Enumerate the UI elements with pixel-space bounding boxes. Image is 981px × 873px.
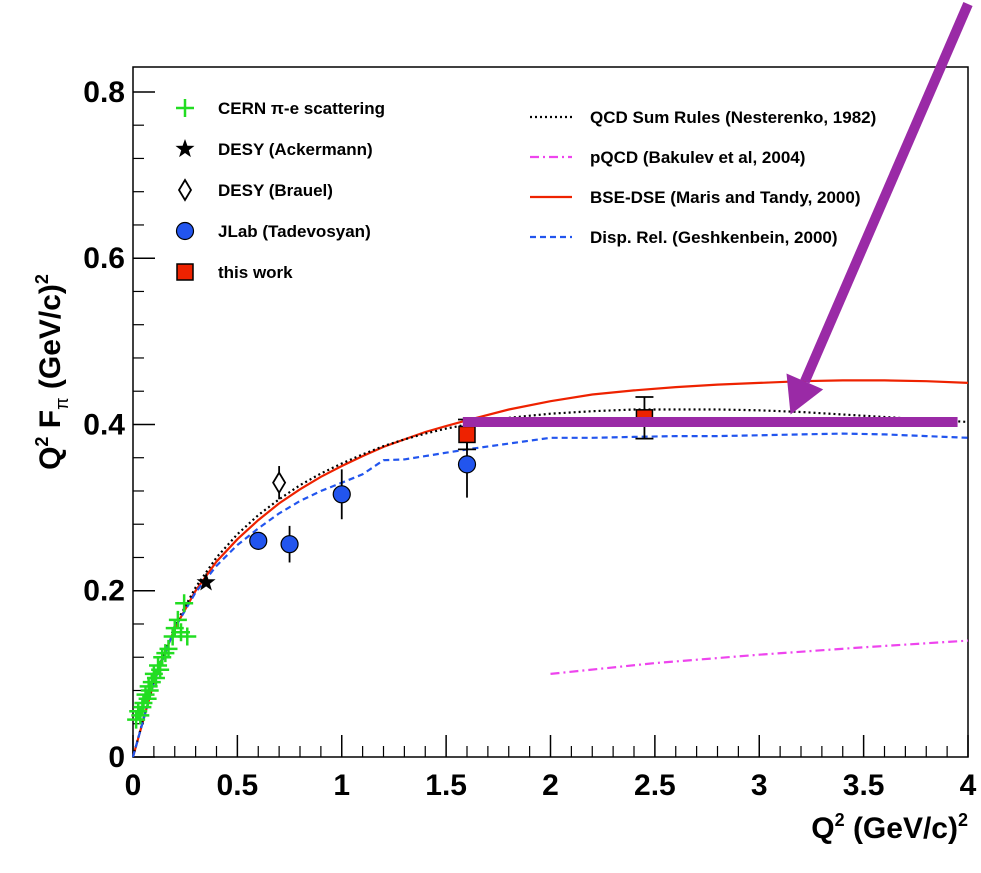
x-tick-label: 2.5 <box>634 769 676 802</box>
y-tick-label: 0.2 <box>83 575 125 608</box>
data-point <box>280 535 299 554</box>
x-tick-label: 1 <box>333 769 350 802</box>
x-tick-label: 4 <box>960 769 977 802</box>
y-axis-title: Q2 Fπ (GeV/c)2 <box>32 274 72 470</box>
data-point <box>249 531 268 550</box>
y-title-units: (GeV/c) <box>34 284 67 397</box>
x-title-q: Q <box>811 812 834 845</box>
legend-label: DESY (Ackermann) <box>218 140 373 159</box>
x-tick-label: 2 <box>542 769 559 802</box>
annotations <box>462 2 973 427</box>
legend-label: JLab (Tadevosyan) <box>218 222 371 241</box>
y-tick-label: 0.4 <box>83 408 125 441</box>
y-tick-label: 0.6 <box>83 242 125 275</box>
y-title-units-sup: 2 <box>32 274 52 284</box>
legend-label: Disp. Rel. (Geshkenbein, 2000) <box>590 228 838 247</box>
legend-label: QCD Sum Rules (Nesterenko, 1982) <box>590 108 876 127</box>
y-tick-label: 0.8 <box>83 76 125 109</box>
x-axis: 0 0.5 1 1.5 2 2.5 3 3.5 4 <box>125 735 977 802</box>
data-point <box>159 639 178 658</box>
x-title-units-sup: 2 <box>958 810 968 830</box>
data-point <box>196 572 216 591</box>
legend-marker <box>175 139 195 158</box>
data-point <box>458 425 476 444</box>
x-title-q-sup: 2 <box>835 810 845 830</box>
legend-label: DESY (Brauel) <box>218 181 333 200</box>
data-point <box>272 470 287 495</box>
legend-marker <box>176 263 194 281</box>
data-point <box>134 693 153 712</box>
plot-frame <box>132 66 969 758</box>
data-point <box>131 706 150 725</box>
data-point <box>156 644 175 663</box>
y-title-q-sup: 2 <box>32 437 52 447</box>
x-tick-label: 3 <box>751 769 768 802</box>
data-point <box>151 660 170 679</box>
x-tick-label: 1.5 <box>425 769 467 802</box>
x-tick-label: 3.5 <box>843 769 885 802</box>
data-point <box>146 669 165 688</box>
model-curves <box>131 379 969 758</box>
x-tick-label: 0 <box>125 769 142 802</box>
series-line <box>131 379 969 758</box>
data-point <box>178 627 197 646</box>
data-point <box>142 673 161 692</box>
arrow-head <box>786 373 824 415</box>
legend-marker <box>177 178 193 202</box>
y-tick-label: 0 <box>108 741 125 774</box>
data-point <box>457 455 477 474</box>
legend-label: this work <box>218 263 293 282</box>
legend-label: CERN π-e scattering <box>218 99 385 118</box>
data-point <box>175 594 194 613</box>
legend-label: pQCD (Bakulev et al, 2004) <box>590 148 805 167</box>
data-point <box>127 710 146 729</box>
data-points <box>127 396 654 729</box>
data-point <box>168 610 187 629</box>
series-line <box>550 639 969 675</box>
legend-marker <box>176 99 194 117</box>
data-point <box>140 681 159 700</box>
legend: CERN π-e scattering DESY (Ackermann) DESY … <box>175 99 876 282</box>
y-title-f-sub: π <box>52 397 72 409</box>
legend-marker <box>175 221 195 241</box>
legend-label: BSE-DSE (Maris and Tandy, 2000) <box>590 188 861 207</box>
y-title-q: Q <box>34 447 67 470</box>
series-line <box>131 432 969 758</box>
data-point <box>136 685 155 704</box>
data-point <box>149 656 168 675</box>
y-title-f: F <box>34 410 67 437</box>
x-tick-label: 0.5 <box>217 769 259 802</box>
arrow-shaft <box>800 2 973 384</box>
x-title-units: (GeV/c) <box>845 812 958 845</box>
series-line <box>131 408 969 758</box>
data-point <box>332 485 351 504</box>
x-axis-title: Q2 (GeV/c)2 <box>811 810 968 845</box>
y-axis: 0 0.2 0.4 0.6 0.8 <box>83 76 155 774</box>
